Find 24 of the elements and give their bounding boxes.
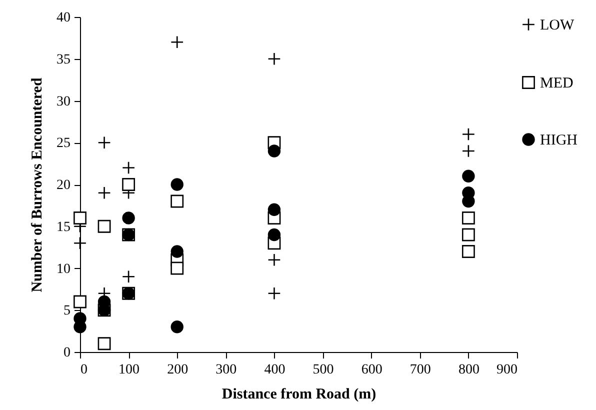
- y-tick-label: 10: [56, 262, 70, 277]
- legend-label: LOW: [540, 18, 575, 34]
- x-tick-label: 400: [264, 362, 286, 378]
- x-tick-label: 600: [361, 362, 382, 378]
- y-axis-title: Number of Burrows Encountered: [30, 77, 46, 292]
- x-tick-label: 500: [312, 362, 334, 378]
- y-tick-label: 20: [56, 178, 70, 193]
- y-tick-label: 25: [56, 136, 70, 152]
- x-tick-label: 800: [458, 362, 480, 378]
- y-tick-label: 0: [64, 346, 70, 360]
- x-tick-label: 300: [216, 362, 237, 378]
- x-tick-label: 700: [410, 362, 431, 378]
- y-tick-label: 35: [56, 52, 70, 68]
- y-tick-label: 15: [56, 220, 70, 235]
- x-axis-title: Distance from Road (m): [222, 386, 376, 402]
- x-tick-label: 900: [496, 362, 518, 378]
- y-tick-label: 40: [56, 10, 70, 26]
- x-tick-label: 0: [80, 362, 88, 378]
- y-tick-label: 5: [64, 304, 70, 319]
- legend-label: MED: [540, 76, 574, 92]
- x-tick-label: 100: [118, 362, 140, 378]
- x-tick-label: 200: [167, 362, 188, 378]
- legend-label: HIGH: [540, 132, 578, 148]
- y-tick-label: 30: [56, 94, 70, 110]
